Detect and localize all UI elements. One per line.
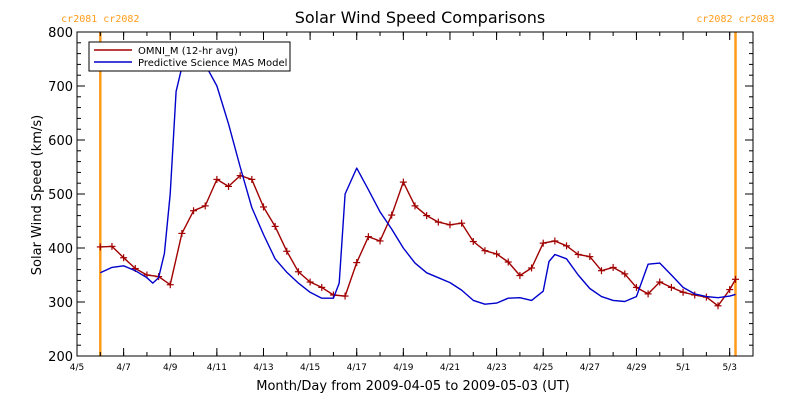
x-tick-label-4: 4/13	[253, 363, 273, 373]
legend-box	[88, 41, 291, 72]
x-tick-label-0: 4/5	[70, 363, 84, 373]
data-point-0-25	[388, 211, 396, 219]
x-tick-label-1: 4/7	[116, 363, 130, 373]
y-tick-label-6: 800	[48, 26, 73, 41]
data-point-0-29	[434, 218, 442, 226]
data-point-0-15	[271, 222, 279, 230]
data-point-0-27	[411, 202, 419, 210]
legend-label-model: Predictive Science MAS Model	[138, 58, 287, 69]
data-point-0-24	[376, 237, 384, 245]
legend: OMNI_M (12-hr avg) Predictive Science MA…	[88, 41, 291, 72]
data-point-0-21	[341, 292, 349, 300]
data-point-0-26	[399, 178, 407, 186]
axes: 200 300 400 500 600 700 800 4/5 4/7 4/9 4/11 4/13 4/…	[48, 26, 754, 373]
x-tick-label-10: 4/25	[533, 363, 553, 373]
data-point-0-7	[178, 229, 186, 237]
data-point-0-55	[732, 275, 740, 283]
x-tick-label-6: 4/17	[347, 363, 367, 373]
data-point-0-28	[423, 212, 431, 220]
data-point-0-13	[248, 175, 256, 183]
data-point-0-47	[644, 290, 652, 298]
data-point-0-31	[458, 219, 466, 227]
data-point-0-46	[632, 283, 640, 291]
data-point-0-2	[120, 254, 128, 262]
data-point-0-11	[225, 182, 233, 190]
data-point-0-37	[528, 264, 536, 272]
data-point-0-49	[667, 283, 675, 291]
data-point-0-34	[493, 250, 501, 258]
y-tick-label-2: 400	[48, 242, 73, 257]
series-line-0	[100, 174, 737, 307]
data-point-0-38	[539, 239, 547, 247]
y-axis-title: Solar Wind Speed (km/s)	[30, 115, 45, 275]
x-tick-label-14: 5/3	[722, 363, 736, 373]
legend-label-omni: OMNI_M (12-hr avg)	[138, 46, 238, 57]
data-point-0-53	[714, 302, 722, 310]
data-point-0-54	[726, 286, 734, 294]
data-point-0-35	[504, 258, 512, 266]
carrington-rotation-markers: cr2081 cr2082 cr2082 cr2083	[61, 14, 775, 356]
data-point-0-40	[563, 242, 571, 250]
rotation-label-1: cr2082 cr2083	[696, 14, 774, 25]
data-point-0-17	[294, 268, 302, 276]
x-tick-label-13: 5/1	[676, 363, 690, 373]
data-point-0-19	[318, 283, 326, 291]
y-tick-label-4: 600	[48, 134, 73, 149]
data-point-0-50	[679, 288, 687, 296]
x-tick-label-12: 4/29	[626, 363, 646, 373]
data-point-0-0	[96, 243, 104, 251]
x-tick-label-5: 4/15	[300, 363, 320, 373]
data-point-0-6	[166, 281, 174, 289]
data-point-0-14	[259, 203, 267, 211]
y-tick-label-1: 300	[48, 296, 73, 311]
data-point-0-39	[551, 237, 559, 245]
x-tick-label-3: 4/11	[207, 363, 227, 373]
y-tick-label-3: 500	[48, 188, 73, 203]
x-tick-label-2: 4/9	[163, 363, 178, 373]
data-point-0-16	[283, 247, 291, 255]
data-point-0-48	[656, 278, 664, 286]
data-point-0-44	[609, 263, 617, 271]
data-point-0-45	[621, 270, 629, 278]
data-point-0-41	[574, 250, 582, 258]
data-point-0-42	[586, 253, 594, 261]
data-point-0-9	[201, 202, 209, 210]
y-tick-label-0: 200	[48, 350, 73, 365]
x-tick-label-11: 4/27	[580, 363, 600, 373]
x-tick-label-8: 4/21	[440, 363, 460, 373]
rotation-label-0: cr2081 cr2082	[61, 14, 139, 25]
data-point-0-32	[469, 238, 477, 246]
data-point-0-23	[364, 233, 372, 241]
data-point-0-1	[108, 242, 116, 250]
x-tick-label-7: 4/19	[393, 363, 413, 373]
data-point-0-18	[306, 278, 314, 286]
data-point-0-8	[190, 207, 198, 215]
data-point-0-43	[597, 267, 605, 275]
data-point-0-33	[481, 247, 489, 255]
data-point-0-22	[353, 259, 361, 267]
data-point-0-10	[213, 175, 221, 183]
x-tick-label-9: 4/23	[486, 363, 506, 373]
chart-title: Solar Wind Speed Comparisons	[295, 8, 546, 27]
data-point-0-36	[516, 272, 524, 280]
y-tick-label-5: 700	[48, 80, 73, 95]
data-point-0-30	[446, 221, 454, 229]
x-axis-title: Month/Day from 2009-04-05 to 2009-05-03 …	[256, 379, 569, 394]
